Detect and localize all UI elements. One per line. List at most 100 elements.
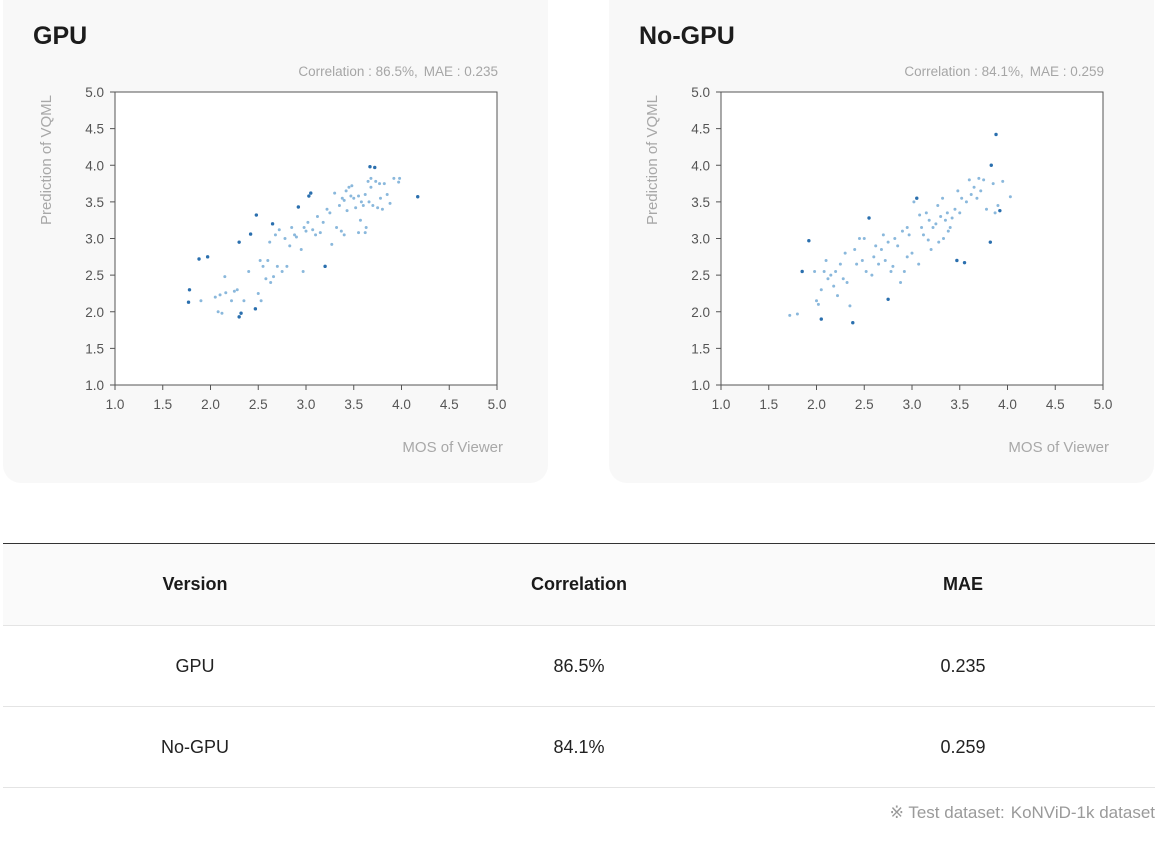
data-point	[344, 189, 348, 193]
data-point	[264, 277, 268, 281]
data-point	[958, 211, 962, 215]
data-point	[342, 233, 346, 237]
y-tick-label: 3.5	[85, 195, 104, 210]
data-point	[347, 185, 351, 189]
correlation-text: Correlation : 84.1%,	[904, 64, 1024, 79]
x-tick-label: 3.5	[344, 397, 363, 412]
data-point	[285, 264, 289, 268]
x-axis-label: MOS of Viewer	[1008, 439, 1109, 456]
data-point	[318, 231, 322, 235]
data-point	[237, 315, 241, 319]
data-point	[374, 179, 378, 183]
data-point	[899, 280, 903, 284]
cell-correlation: 84.1%	[553, 736, 605, 757]
data-point	[357, 231, 361, 235]
data-point	[371, 204, 375, 208]
data-point	[369, 185, 373, 189]
x-tick-label: 1.0	[712, 397, 731, 412]
data-point	[309, 191, 313, 195]
data-point	[991, 182, 995, 186]
header-mae: MAE	[943, 574, 983, 594]
data-point	[834, 269, 838, 273]
data-point	[815, 299, 818, 303]
data-point	[886, 240, 890, 244]
data-point	[979, 189, 983, 193]
data-point	[924, 211, 928, 215]
table-row: No-GPU 84.1% 0.259	[3, 707, 1155, 788]
data-point	[962, 260, 967, 265]
data-point	[910, 251, 914, 255]
data-point	[283, 237, 287, 240]
data-point	[879, 247, 883, 251]
x-tick-label: 4.0	[392, 397, 411, 412]
data-point	[380, 207, 384, 211]
footnote-dataset: KoNViD-1k dataset	[1010, 803, 1155, 822]
data-point	[266, 258, 270, 262]
mae-text: MAE : 0.259	[1029, 64, 1104, 79]
chart-title: No-GPU	[639, 22, 735, 50]
y-tick-label: 2.0	[85, 305, 104, 320]
data-point	[819, 288, 823, 292]
data-point	[296, 205, 301, 209]
data-point	[872, 255, 876, 259]
data-point	[290, 226, 294, 230]
cell-correlation: 86.5%	[553, 655, 605, 676]
data-point	[261, 264, 265, 268]
x-axis-label: MOS of Viewer	[402, 439, 503, 456]
data-point	[870, 273, 874, 277]
data-point	[224, 291, 228, 295]
data-point	[288, 244, 292, 248]
data-point	[304, 229, 308, 233]
data-point	[939, 215, 943, 219]
y-tick-label: 1.5	[85, 341, 104, 356]
data-point	[388, 201, 392, 205]
data-point	[373, 165, 377, 170]
data-point	[893, 237, 897, 240]
cell-mae: 0.235	[940, 655, 986, 676]
y-tick-label: 1.5	[691, 341, 710, 356]
data-point	[269, 280, 273, 284]
data-point	[972, 185, 976, 189]
data-point	[848, 304, 852, 308]
chart-title: GPU	[33, 22, 88, 50]
x-tick-label: 2.0	[201, 397, 220, 412]
y-axis-label: Prediction of VQML	[38, 95, 55, 225]
cell-mae: 0.259	[940, 736, 986, 757]
data-point	[359, 200, 363, 204]
cell-version: GPU	[175, 655, 215, 676]
data-point	[921, 233, 925, 237]
data-point	[306, 220, 310, 224]
data-point	[960, 196, 964, 200]
data-point	[302, 226, 306, 230]
y-tick-label: 4.0	[85, 158, 104, 173]
x-tick-label: 3.0	[903, 397, 922, 412]
data-point	[929, 247, 933, 251]
data-point	[795, 312, 799, 316]
plot-area	[114, 91, 498, 386]
data-point	[268, 240, 272, 244]
data-point	[197, 257, 201, 261]
data-point	[277, 228, 281, 232]
scatter-plot-gpu: 1.0 1.5 2.0 2.5 3.0 3.5 4.0 4.5 5.0 1.0 1.5 2.0 2.5 3…	[38, 85, 506, 456]
data-point	[363, 193, 367, 197]
x-tick-label: 3.0	[297, 397, 316, 412]
data-point	[996, 204, 1000, 208]
data-point	[822, 269, 826, 273]
y-tick-label: 2.5	[85, 268, 104, 283]
data-point	[845, 280, 849, 284]
data-point	[905, 226, 909, 230]
data-point	[299, 247, 303, 251]
data-point	[230, 299, 234, 303]
data-point	[984, 207, 988, 211]
data-point	[248, 232, 253, 236]
data-point	[247, 269, 251, 273]
data-point	[349, 194, 353, 198]
data-point	[314, 233, 318, 237]
chart-stats: Correlation : 86.5%, MAE : 0.235	[298, 64, 498, 79]
data-point	[220, 311, 224, 315]
data-point	[918, 213, 922, 217]
data-point	[836, 294, 840, 298]
y-tick-label: 2.0	[691, 305, 710, 320]
x-tick-label: 1.0	[106, 397, 125, 412]
data-point	[357, 194, 361, 198]
